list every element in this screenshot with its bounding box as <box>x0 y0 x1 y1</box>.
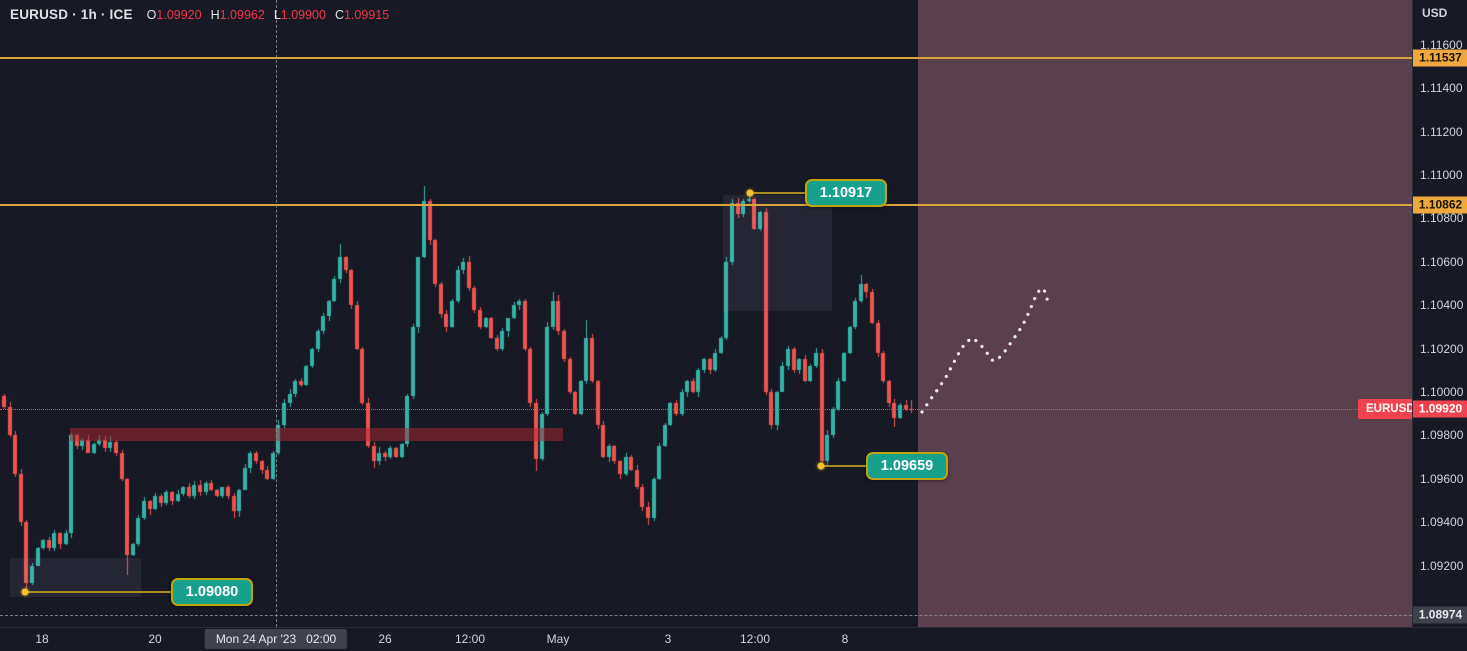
time-tick-label: May <box>546 632 570 646</box>
current-price-dotted-line <box>0 409 1412 411</box>
price-tick-label: 1.11600 <box>1420 37 1463 52</box>
price-callout-label[interactable]: 1.09080 <box>171 577 253 606</box>
callout-connector-line <box>750 192 805 194</box>
price-level-label: 1.08974 <box>1413 606 1467 624</box>
crosshair-time-label: Mon 24 Apr '23 02:00 <box>204 629 348 649</box>
callout-anchor-dot[interactable] <box>21 588 29 596</box>
time-tick-label: 20 <box>148 632 162 646</box>
price-tick-label: 1.11000 <box>1420 168 1463 182</box>
price-tick-label: 1.09200 <box>1420 558 1464 573</box>
price-level-label: 1.09920 <box>1413 400 1467 418</box>
chart-legend: EURUSD · 1h · ICE O1.09920 H1.09962 L1.099… <box>10 7 389 22</box>
ohlc-value: H1.09962 <box>210 7 265 22</box>
price-tick-label: 1.09400 <box>1420 515 1464 530</box>
price-level-line[interactable] <box>0 57 1412 60</box>
callout-connector-line <box>25 590 171 593</box>
crosshair-horizontal-line <box>0 614 1412 616</box>
price-level-label: 1.10862 <box>1413 196 1467 214</box>
candlestick-chart-canvas[interactable] <box>0 0 1412 627</box>
time-tick-label: 8 <box>841 632 849 646</box>
price-tick-label: 1.10200 <box>1420 341 1464 356</box>
rectangle-drawing[interactable] <box>723 195 832 311</box>
price-level-line[interactable] <box>0 203 1412 206</box>
price-tick-label: 1.10600 <box>1420 254 1464 269</box>
price-axis[interactable]: USD 1.11600 1.11400 1.11200 1.11000 1.10800 1… <box>1412 0 1467 627</box>
time-tick-label: 18 <box>35 632 49 646</box>
resistance-band-drawing[interactable] <box>70 428 563 441</box>
price-tick-label: 1.09600 <box>1420 471 1464 486</box>
symbol-price-tag: EURUSD <box>1358 399 1412 420</box>
rectangle-drawing[interactable] <box>10 558 141 597</box>
ohlc-value: L1.09900 <box>273 7 326 22</box>
price-tick-label: 1.10000 <box>1420 385 1464 399</box>
price-tick-label: 1.09800 <box>1420 428 1464 443</box>
currency-label: USD <box>1422 6 1448 20</box>
chart-pane[interactable]: 1.10917 1.09659 1.09080 EURUSD EURUSD · 1h… <box>0 0 1412 627</box>
callout-anchor-dot[interactable] <box>817 462 825 470</box>
callout-connector-line <box>821 464 866 467</box>
price-tick-label: 1.11400 <box>1420 81 1463 96</box>
time-tick-label: 26 <box>378 632 392 646</box>
price-tick-label: 1.11200 <box>1420 124 1463 139</box>
price-tick-label: 1.10800 <box>1420 211 1464 226</box>
time-tick-label: 3 <box>664 632 672 646</box>
price-tick-label: 1.10400 <box>1420 298 1464 313</box>
ohlc-readout: O1.09920 H1.09962 L1.09900 C1.09915 <box>147 8 390 22</box>
time-tick-label: 12:00 <box>739 632 771 646</box>
callout-anchor-dot[interactable] <box>746 189 754 197</box>
price-level-label: 1.11537 <box>1413 49 1467 67</box>
ohlc-value: O1.09920 <box>146 7 202 22</box>
time-tick-label: 12:00 <box>454 632 486 646</box>
ohlc-value: C1.09915 <box>334 7 390 22</box>
symbol-title[interactable]: EURUSD · 1h · ICE <box>10 7 133 22</box>
time-axis[interactable]: 18 20 26 12:00 May 3 12:00 8 Mon 24 Apr '23 02:… <box>0 627 1467 651</box>
price-callout-label[interactable]: 1.09659 <box>866 451 948 480</box>
price-callout-label[interactable]: 1.10917 <box>805 179 887 207</box>
crosshair-vertical-line <box>276 0 277 627</box>
